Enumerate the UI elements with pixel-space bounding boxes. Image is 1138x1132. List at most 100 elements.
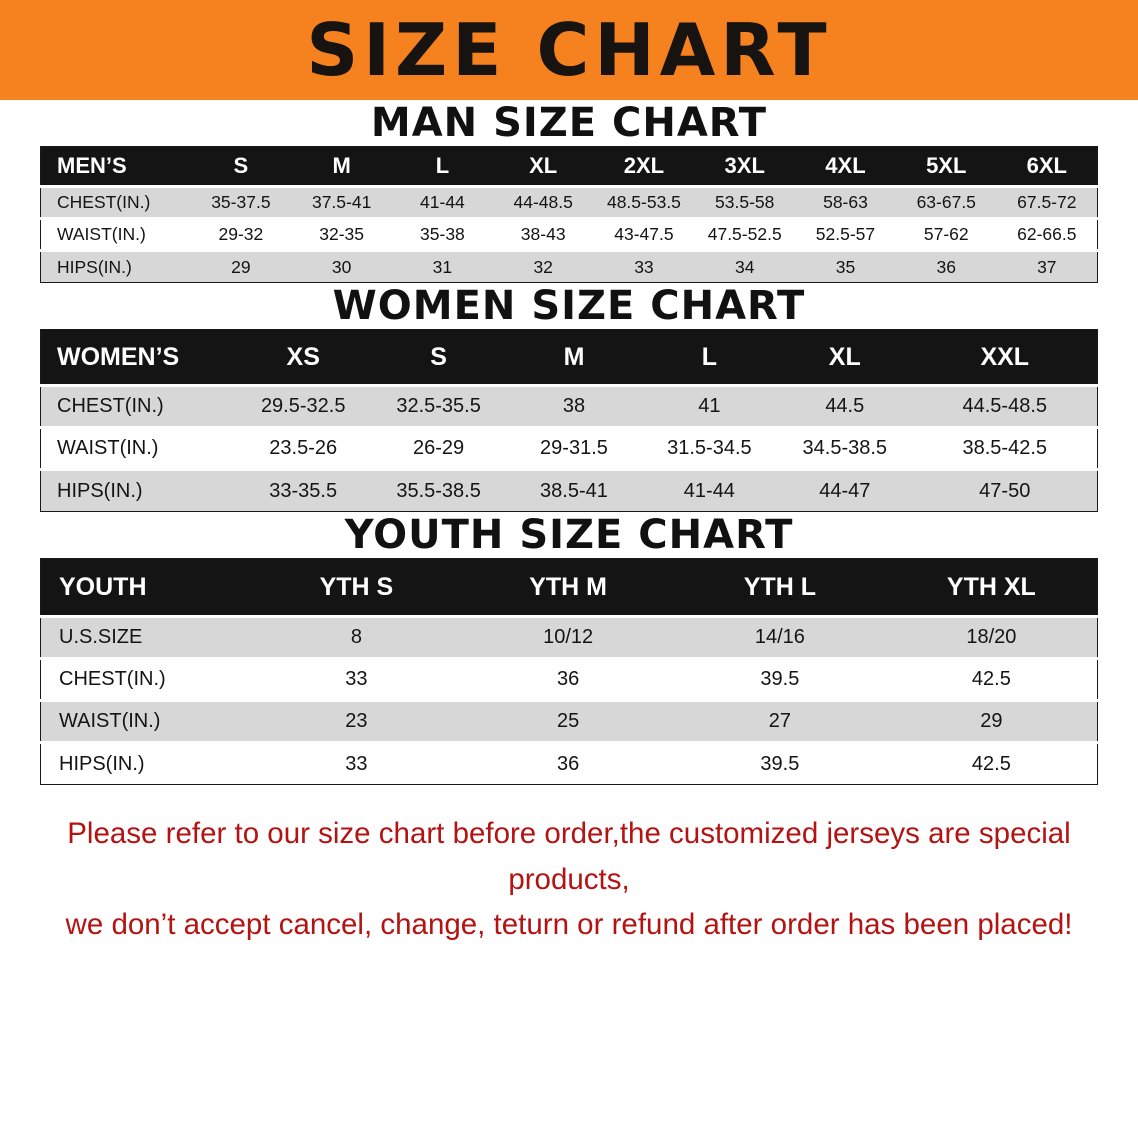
size-header-cell: S — [190, 146, 292, 187]
size-header-cell: YTH XL — [885, 558, 1098, 617]
value-cell: 35-37.5 — [211, 192, 271, 212]
value-cell: 35 — [835, 256, 856, 277]
size-header-cell: XS — [235, 329, 371, 386]
value-cell: 38.5-42.5 — [962, 437, 1047, 459]
value-cell: 32.5-35.5 — [396, 395, 481, 417]
value-cell: 18/20 — [966, 626, 1017, 648]
size-header-cell: YTH M — [462, 558, 674, 617]
value-cell: 47-50 — [979, 479, 1031, 502]
women-size-table: WOMEN’S XS S M L XL XXL CHEST(IN.) 29.5-32.5 32.5… — [40, 329, 1098, 512]
value-cell: 44.5-48.5 — [962, 395, 1047, 417]
value-cell: 38-43 — [520, 224, 566, 244]
value-cell: 58-63 — [823, 192, 868, 212]
table-title-cell: YOUTH — [40, 558, 251, 617]
value-cell: 29 — [231, 256, 251, 277]
value-cell: 29-32 — [218, 224, 264, 244]
value-cell: 26-29 — [413, 437, 465, 459]
size-header-cell: XXL — [912, 329, 1098, 386]
value-cell: 29 — [980, 710, 1003, 732]
size-header-cell: XL — [777, 329, 913, 386]
value-cell: 35-38 — [420, 224, 465, 244]
value-cell: 57-62 — [923, 224, 969, 244]
value-cell: 37 — [1037, 256, 1057, 277]
value-cell: 37.5-41 — [311, 192, 372, 212]
value-cell: 41 — [698, 395, 721, 417]
table-header-row: WOMEN’S XS S M L XL XXL — [40, 329, 1098, 386]
size-header-cell: XL — [492, 146, 594, 187]
size-header-cell: L — [641, 329, 778, 386]
value-cell: 39.5 — [760, 668, 800, 690]
row-label-cell: HIPS(IN.) — [57, 256, 132, 277]
disclaimer-line-1: Please refer to our size chart before or… — [67, 817, 1071, 896]
men-chart-heading: MAN SIZE CHART — [370, 100, 768, 146]
value-cell: 33 — [345, 752, 368, 775]
value-cell: 43-47.5 — [614, 224, 674, 244]
value-cell: 32 — [533, 256, 553, 277]
value-cell: 36 — [557, 668, 580, 690]
value-cell: 30 — [331, 256, 352, 277]
value-cell: 25 — [557, 710, 580, 732]
value-cell: 44-48.5 — [513, 192, 573, 212]
disclaimer-line-2: we don’t accept cancel, change, teturn o… — [65, 908, 1073, 942]
value-cell: 41-44 — [420, 192, 465, 212]
table-row: WAIST(IN.) 23.5-26 26-29 29-31.5 31.5-34.5 34… — [40, 427, 1098, 470]
table-title-cell: MEN’S — [40, 146, 191, 187]
women-size-chart-section: WOMEN SIZE CHART WOMEN’S XS S M L XL XXL CHEST(… — [0, 283, 1138, 512]
value-cell: 10/12 — [543, 626, 594, 648]
table-header-row: YOUTH YTH S YTH M YTH L YTH XL — [40, 558, 1098, 617]
size-chart-page: SIZE CHART MAN SIZE CHART MEN’S S M L XL 2XL 3… — [0, 0, 1138, 948]
value-cell: 36 — [557, 752, 580, 775]
table-row: CHEST(IN.) 33 36 39.5 42.5 — [40, 658, 1098, 701]
table-row: CHEST(IN.) 35-37.5 37.5-41 41-44 44-48.5 48.5… — [40, 186, 1098, 219]
table-row: HIPS(IN.) 33 36 39.5 42.5 — [40, 742, 1098, 785]
table-row: WAIST(IN.) 23 25 27 29 — [40, 700, 1098, 743]
value-cell: 31.5-34.5 — [667, 437, 752, 459]
value-cell: 23.5-26 — [269, 437, 338, 459]
value-cell: 23 — [345, 710, 368, 732]
value-cell: 42.5 — [971, 668, 1011, 690]
value-cell: 38 — [562, 395, 586, 417]
value-cell: 33-35.5 — [269, 479, 338, 502]
size-header-cell: S — [370, 329, 507, 386]
row-label-cell: WAIST(IN.) — [57, 224, 146, 244]
row-label-cell: HIPS(IN.) — [59, 752, 145, 775]
size-header-cell: 2XL — [593, 146, 695, 187]
value-cell: 38.5-41 — [540, 479, 608, 502]
value-cell: 27 — [768, 710, 791, 732]
table-header-row: MEN’S S M L XL 2XL 3XL 4XL 5XL 6XL — [40, 146, 1098, 187]
youth-size-chart-section: YOUTH SIZE CHART YOUTH YTH S YTH M YTH L YTH… — [0, 512, 1138, 785]
row-label-cell: U.S.SIZE — [59, 626, 143, 648]
value-cell: 29-31.5 — [540, 437, 608, 459]
value-cell: 29.5-32.5 — [260, 395, 346, 417]
value-cell: 42.5 — [971, 752, 1011, 775]
value-cell: 47.5-52.5 — [707, 224, 782, 244]
value-cell: 35.5-38.5 — [396, 479, 481, 502]
youth-chart-heading: YOUTH SIZE CHART — [344, 512, 794, 558]
size-header-cell: 3XL — [694, 146, 796, 187]
row-label-cell: WAIST(IN.) — [59, 710, 161, 732]
disclaimer: Please refer to our size chart before or… — [10, 811, 1128, 948]
value-cell: 32-35 — [319, 224, 365, 244]
value-cell: 44.5 — [825, 395, 865, 417]
men-size-chart-section: MAN SIZE CHART MEN’S S M L XL 2XL 3XL 4XL 5XL 6XL… — [0, 100, 1138, 283]
youth-size-table: YOUTH YTH S YTH M YTH L YTH XL U.S.SIZE 8 10/12… — [40, 558, 1098, 785]
row-label-cell: WAIST(IN.) — [57, 437, 159, 459]
table-row: WAIST(IN.) 29-32 32-35 35-38 38-43 43-47.5 47.… — [40, 218, 1098, 251]
men-size-table: MEN’S S M L XL 2XL 3XL 4XL 5XL 6XL CHEST(IN.) 35-37… — [40, 146, 1098, 283]
size-header-cell: 5XL — [895, 146, 997, 187]
size-header-cell: 6XL — [996, 146, 1098, 187]
size-header-cell: L — [392, 146, 493, 187]
value-cell: 8 — [350, 626, 362, 648]
value-cell: 44-47 — [819, 479, 871, 502]
size-header-cell: YTH S — [250, 558, 463, 617]
value-cell: 41-44 — [683, 479, 735, 502]
value-cell: 48.5-53.5 — [606, 192, 681, 212]
table-row: U.S.SIZE 8 10/12 14/16 18/20 — [40, 616, 1098, 659]
table-row: HIPS(IN.) 29 30 31 32 33 34 35 36 37 — [40, 250, 1098, 283]
value-cell: 39.5 — [760, 752, 800, 775]
value-cell: 33 — [634, 256, 654, 277]
value-cell: 34 — [734, 256, 755, 277]
value-cell: 52.5-57 — [815, 224, 876, 244]
size-header-cell: M — [506, 329, 642, 386]
size-header-cell: YTH L — [674, 558, 886, 617]
